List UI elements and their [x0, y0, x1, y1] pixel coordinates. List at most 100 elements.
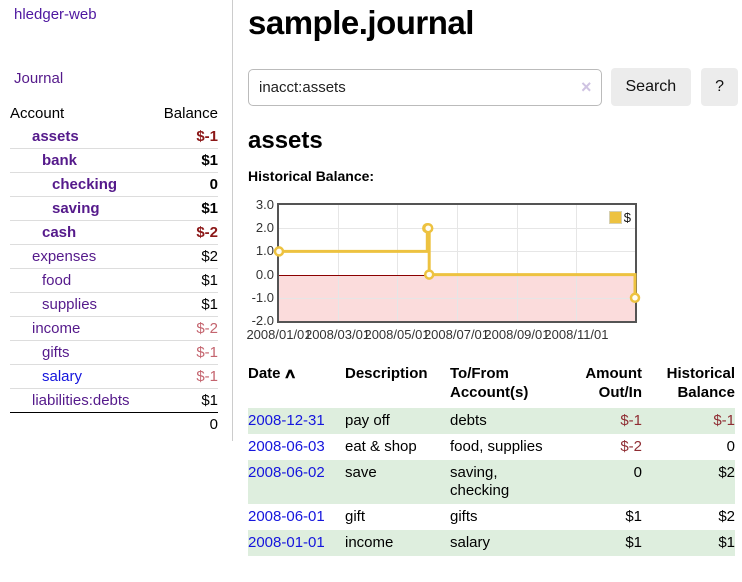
transaction-accounts: debts — [450, 408, 562, 434]
series-line — [273, 222, 641, 304]
search-bar: × Search ? — [248, 68, 738, 106]
account-link[interactable]: checking — [52, 176, 118, 193]
register-row: 2008-12-31 pay off debts $-1 $-1 — [248, 408, 735, 434]
y-axis-tick-label: -2.0 — [251, 313, 274, 328]
search-input[interactable] — [248, 68, 602, 106]
transaction-date-link[interactable]: 2008-12-31 — [248, 412, 325, 429]
transaction-amount: $1 — [625, 508, 642, 525]
gridline — [279, 251, 635, 253]
y-axis-tick-label: 3.0 — [255, 197, 274, 212]
account-link[interactable]: liabilities:debts — [32, 392, 130, 409]
transaction-date-link[interactable]: 2008-01-01 — [248, 534, 325, 551]
transaction-accounts: salary — [450, 530, 562, 556]
account-row: saving $1 — [10, 196, 218, 221]
x-axis-tick-label: 2008/07/01 — [423, 327, 490, 342]
x-axis-tick-label: 2008/01/01 — [246, 327, 312, 342]
legend-label: $ — [623, 210, 631, 225]
y-axis-tick-label: 2.0 — [255, 220, 274, 236]
transaction-date-link[interactable]: 2008-06-02 — [248, 464, 325, 481]
main-content: sample.journal × Search ? assets Histori… — [246, 0, 738, 556]
x-axis-tick-label: 2008/09/01 — [484, 327, 550, 342]
account-balance: $-1 — [196, 368, 218, 385]
register-row: 2008-06-02 save saving, checking 0 $2 — [248, 460, 735, 504]
account-link[interactable]: food — [42, 272, 72, 289]
account-row: cash $-2 — [10, 220, 218, 245]
account-row: supplies $1 — [10, 292, 218, 317]
account-link[interactable]: income — [32, 320, 81, 337]
transaction-balance: $2 — [718, 508, 735, 525]
help-button[interactable]: ? — [701, 68, 738, 106]
account-row: gifts $-1 — [10, 340, 218, 365]
transaction-balance: $1 — [642, 530, 735, 556]
accounts-header-balance: Balance — [163, 105, 218, 122]
page-title: sample.journal — [248, 4, 474, 41]
account-row: food $1 — [10, 268, 218, 293]
legend-swatch-icon — [608, 211, 622, 224]
transaction-balance: 0 — [726, 438, 735, 455]
app-title-link[interactable]: hledger-web — [14, 6, 97, 23]
register-header-balance: Historical Balance — [666, 365, 735, 401]
register-header-amount: Amount Out/In — [585, 365, 642, 401]
accounts-total-value: 0 — [209, 416, 218, 433]
register-header-description: Description — [345, 365, 428, 382]
gridline — [337, 205, 339, 321]
account-link[interactable]: cash — [42, 224, 77, 241]
account-row: income $-2 — [10, 316, 218, 341]
transaction-accounts: saving, checking — [450, 460, 562, 504]
register-header-account: To/From Account(s) — [450, 365, 529, 401]
account-row: liabilities:debts $1 — [10, 388, 218, 413]
register-row: 2008-06-03 eat & shop food, supplies $-2… — [248, 434, 735, 460]
transaction-date-link[interactable]: 2008-06-03 — [248, 438, 325, 455]
account-link[interactable]: gifts — [42, 344, 70, 361]
gridline — [279, 297, 635, 299]
accounts-total-row: 0 — [10, 412, 218, 437]
account-balance: $-2 — [196, 320, 218, 337]
accounts-header-row: Account Balance — [10, 102, 218, 125]
search-button[interactable]: Search — [610, 68, 692, 106]
gridline — [576, 205, 578, 321]
y-axis-tick-label: 0.0 — [255, 266, 274, 282]
account-row: assets $-1 — [10, 125, 218, 149]
gridline — [456, 205, 458, 321]
account-balance: 0 — [209, 176, 218, 193]
account-balance: $-1 — [196, 128, 218, 145]
transaction-accounts: food, supplies — [450, 438, 543, 455]
account-balance: $1 — [201, 272, 218, 289]
data-point-marker — [629, 292, 641, 304]
gridline — [397, 205, 399, 321]
transaction-description: gift — [345, 508, 366, 525]
transaction-date-link[interactable]: 2008-06-01 — [248, 508, 325, 525]
account-balance: $1 — [201, 296, 218, 313]
sort-ascending-icon: ∧ — [282, 365, 297, 381]
x-axis-tick-label: 2008/05/01 — [364, 327, 430, 342]
account-balance: $2 — [201, 248, 218, 265]
x-axis-tick-label: 2008/11/01 — [544, 327, 609, 342]
accounts-header-account: Account — [10, 105, 65, 122]
account-row: checking 0 — [10, 172, 218, 197]
account-row: salary $-1 — [10, 364, 218, 389]
account-row: bank $1 — [10, 148, 218, 173]
sidebar-item-journal[interactable]: Journal — [14, 70, 64, 87]
transaction-amount: $1 — [562, 530, 642, 556]
transaction-balance: $2 — [642, 460, 735, 504]
data-point-marker — [273, 246, 285, 257]
account-balance: $-1 — [196, 344, 218, 361]
transaction-amount: $-2 — [620, 438, 642, 455]
register-row: 2008-01-01 income salary $1 $1 — [248, 530, 735, 556]
account-link[interactable]: bank — [42, 152, 78, 169]
account-row: expenses $2 — [10, 244, 218, 269]
account-balance: $-2 — [196, 224, 218, 241]
account-link[interactable]: assets — [32, 128, 79, 145]
clear-search-icon[interactable]: × — [580, 76, 592, 97]
account-link[interactable]: saving — [52, 200, 100, 217]
account-link[interactable]: expenses — [32, 248, 97, 265]
account-link[interactable]: salary — [42, 368, 83, 385]
register-header-date[interactable]: Date ∧ — [248, 365, 297, 382]
transaction-accounts: gifts — [450, 508, 478, 525]
account-link[interactable]: supplies — [42, 296, 98, 313]
sidebar: hledger-web Journal Account Balance asse… — [0, 0, 233, 441]
chart-plot-area: $ — [273, 203, 641, 323]
transaction-description: save — [345, 460, 450, 504]
account-balance: $1 — [201, 392, 218, 409]
transaction-description: income — [345, 530, 450, 556]
